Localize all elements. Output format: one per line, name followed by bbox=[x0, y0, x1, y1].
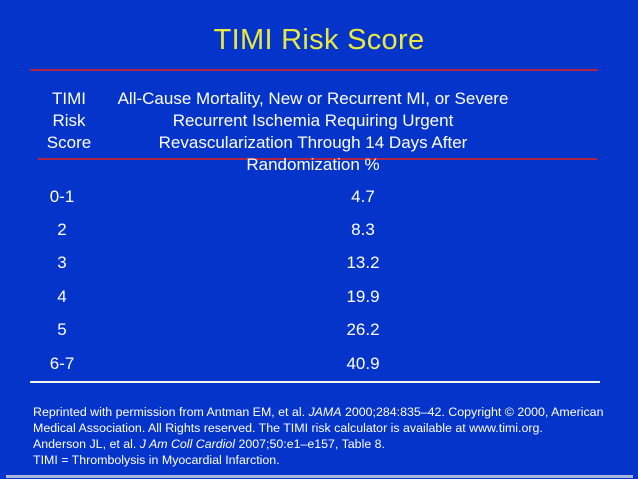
value-cell: 8.3 bbox=[351, 220, 375, 240]
table-header-score-column: TIMI Risk Score bbox=[30, 88, 108, 154]
slide-bottom-edge bbox=[6, 475, 633, 478]
journal-name: JAMA bbox=[308, 405, 342, 419]
header-score-line: Score bbox=[46, 133, 92, 152]
table-row: 0-1 4.7 bbox=[0, 180, 638, 213]
header-score-line: TIMI bbox=[52, 89, 86, 108]
citation-text: Reprinted with permission from Antman EM… bbox=[33, 405, 309, 419]
score-cell: 0-1 bbox=[49, 186, 75, 206]
title-underline bbox=[30, 69, 598, 71]
citation-text: 2007;50:e1–e157, Table 8. bbox=[235, 437, 385, 451]
value-cell: 13.2 bbox=[346, 253, 380, 273]
citation-text: 2000;284:835–42. Copyright © 2000, Ameri… bbox=[341, 405, 604, 419]
header-outcome-line: Revascularization Through 14 Days After bbox=[158, 133, 468, 152]
citation-line: Medical Association. All Rights reserved… bbox=[33, 421, 543, 435]
table-header-outcome-column: All-Cause Mortality, New or Recurrent MI… bbox=[108, 88, 518, 176]
score-cell: 3 bbox=[57, 253, 67, 273]
score-cell: 5 bbox=[57, 320, 67, 340]
journal-name: J Am Coll Cardiol bbox=[139, 437, 236, 451]
header-score-line: Risk bbox=[52, 111, 86, 130]
table-body: 0-1 4.7 2 8.3 3 13.2 4 19.9 5 26.2 6-7 4… bbox=[0, 180, 638, 380]
header-outcome-line: All-Cause Mortality, New or Recurrent MI… bbox=[117, 89, 509, 108]
table-row: 4 19.9 bbox=[0, 280, 638, 313]
table-bottom-border bbox=[30, 381, 600, 383]
slide-title: TIMI Risk Score bbox=[213, 24, 425, 56]
citation-line: Anderson JL, et al. J Am Coll Cardiol 20… bbox=[33, 436, 624, 452]
value-cell: 4.7 bbox=[351, 186, 375, 206]
header-outcome-line: Recurrent Ischemia Requiring Urgent bbox=[172, 111, 454, 130]
score-cell: 2 bbox=[57, 220, 67, 240]
score-cell: 4 bbox=[57, 286, 67, 306]
table-row: 6-7 40.9 bbox=[0, 347, 638, 380]
table-row: 5 26.2 bbox=[0, 314, 638, 347]
citation-footer: Reprinted with permission from Antman EM… bbox=[33, 404, 624, 468]
value-cell: 19.9 bbox=[346, 286, 380, 306]
header-outcome-line: Randomization % bbox=[246, 155, 380, 174]
table-row: 2 8.3 bbox=[0, 213, 638, 246]
abbreviation-line: TIMI = Thrombolysis in Myocardial Infarc… bbox=[33, 453, 280, 467]
citation-line: Reprinted with permission from Antman EM… bbox=[33, 404, 624, 420]
value-cell: 26.2 bbox=[346, 320, 380, 340]
value-cell: 40.9 bbox=[346, 353, 380, 373]
header-underline bbox=[38, 158, 597, 160]
citation-text: Anderson JL, et al. bbox=[33, 437, 140, 451]
score-cell: 6-7 bbox=[49, 353, 75, 373]
table-row: 3 13.2 bbox=[0, 247, 638, 280]
